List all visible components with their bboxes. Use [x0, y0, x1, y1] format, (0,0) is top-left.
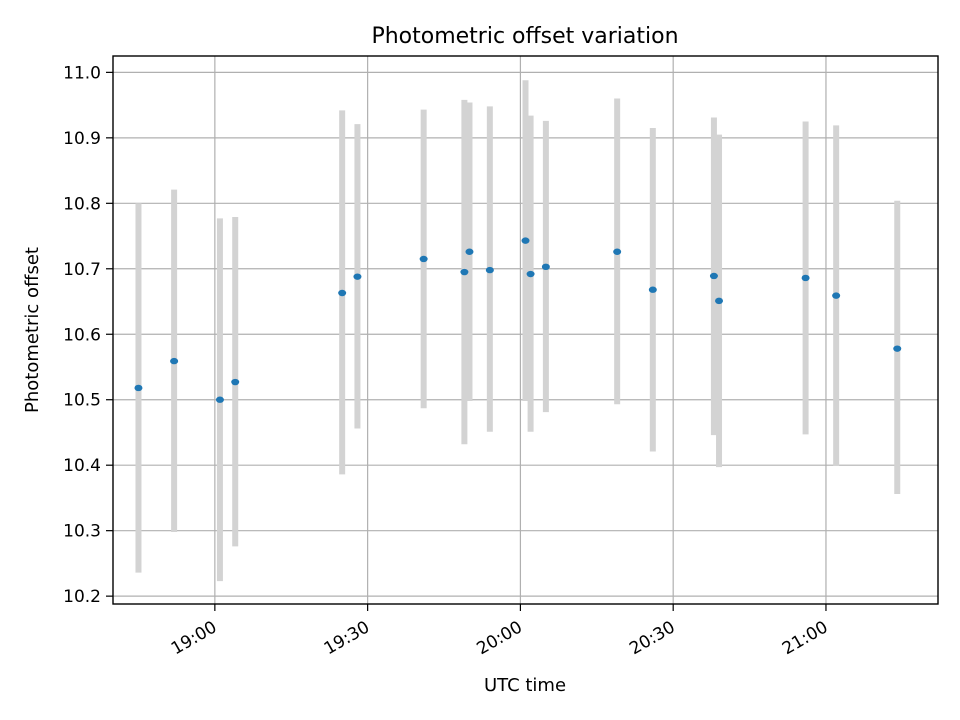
- data-point: [801, 274, 810, 282]
- y-axis-label: Photometric offset: [22, 247, 43, 413]
- x-tick-label: 21:00: [779, 617, 831, 659]
- y-tick-label: 10.7: [63, 260, 101, 280]
- y-tick-label: 10.6: [63, 325, 101, 345]
- data-point: [893, 345, 902, 352]
- x-tick-label: 20:00: [473, 617, 525, 659]
- y-tick-label: 10.3: [63, 522, 101, 542]
- x-tick-label: 20:30: [626, 617, 678, 659]
- data-point: [215, 396, 224, 403]
- data-point: [715, 297, 724, 305]
- data-point: [353, 273, 362, 280]
- errorbars: [135, 80, 901, 582]
- data-point: [613, 248, 622, 255]
- y-tick-label: 10.9: [63, 129, 101, 149]
- data-point: [648, 286, 657, 293]
- x-axis-ticks: 19:00 19:30 20:00 20:30 21:00: [168, 604, 831, 659]
- x-tick-label: 19:00: [168, 617, 220, 659]
- data-point: [134, 384, 143, 392]
- data-point: [485, 266, 494, 274]
- data-point: [465, 248, 474, 255]
- y-tick-label: 10.5: [63, 391, 101, 411]
- data-point: [170, 357, 179, 365]
- data-point: [338, 289, 347, 297]
- y-axis-ticks: 10.2 10.3 10.4 10.5 10.6 10.7 10.8 10.9 11.0: [63, 63, 113, 607]
- data-point: [231, 378, 240, 386]
- data-point: [521, 237, 530, 244]
- chart-title: Photometric offset variation: [371, 24, 678, 49]
- y-tick-label: 11.0: [63, 63, 101, 83]
- y-tick-label: 10.4: [63, 456, 101, 476]
- data-point: [526, 270, 535, 278]
- plot-frame: [112, 55, 939, 605]
- data-point: [419, 255, 428, 263]
- y-tick-label: 10.8: [63, 194, 101, 214]
- data-point: [460, 268, 469, 276]
- y-tick-label: 10.2: [63, 587, 101, 607]
- data-point: [709, 272, 718, 280]
- data-points: [134, 237, 902, 403]
- data-point: [832, 292, 841, 299]
- x-axis-label: UTC time: [484, 675, 566, 696]
- data-point: [541, 263, 550, 271]
- x-tick-label: 19:30: [321, 617, 373, 659]
